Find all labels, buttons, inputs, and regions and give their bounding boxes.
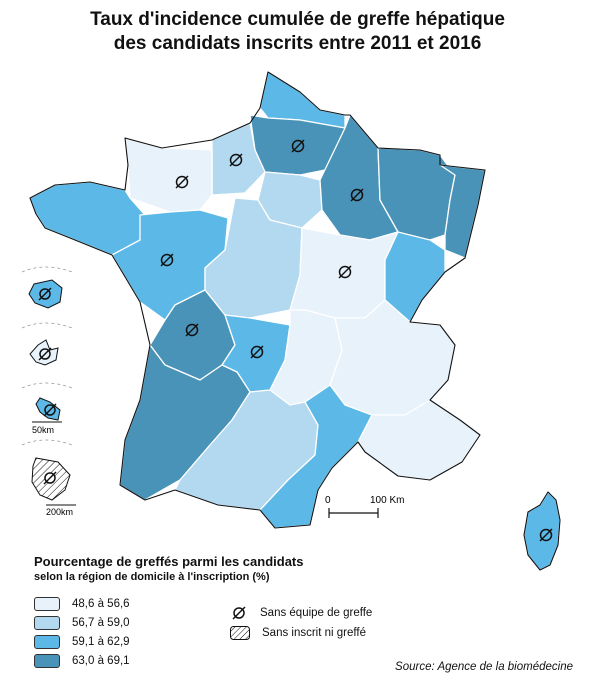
inset-frames	[21, 266, 73, 446]
legend-title: Pourcentage de greffés parmi les candida…	[34, 554, 304, 569]
legend-item-c1: 48,6 à 56,6	[34, 595, 130, 613]
no-team-symbol-corse	[539, 528, 553, 542]
no-team-symbol-pays-de-la-loire	[160, 253, 174, 267]
inset-guadeloupe	[29, 339, 59, 366]
region-basse-normandie	[124, 137, 213, 213]
no-team-symbol-haute-normandie	[229, 153, 243, 167]
legend-no-team-label: Sans équipe de greffe	[260, 607, 373, 619]
legend-item-c3: 59,1 à 62,9	[34, 633, 130, 651]
legend-label-c4: 63,0 à 69,1	[72, 655, 130, 667]
no-team-symbol-bourgogne	[338, 265, 352, 279]
map-title: Taux d'incidence cumulée de greffe hépat…	[0, 8, 595, 56]
region-bretagne	[29, 181, 146, 256]
legend-swatch-c1	[34, 597, 60, 611]
no-team-symbol-guyane	[43, 471, 57, 485]
inset-scale-large-label: 200km	[46, 507, 73, 517]
legend-label-c2: 56,7 à 59,0	[72, 617, 130, 629]
no-team-symbol-picardie	[291, 139, 305, 153]
legend-swatch-c4	[34, 654, 60, 668]
scale-bar: 0 100 Km	[325, 495, 404, 518]
legend-item-c2: 56,7 à 59,0	[34, 614, 130, 632]
corse-outline	[523, 491, 561, 571]
scale-zero-label: 0	[325, 495, 331, 506]
inset-martinique	[35, 397, 61, 421]
no-team-symbol-reunion	[38, 287, 52, 301]
legend-swatch-c2	[34, 616, 60, 630]
legend-no-candidate-label: Sans inscrit ni greffé	[262, 627, 366, 639]
legend-label-c3: 59,1 à 62,9	[72, 636, 130, 648]
no-team-legend-icon	[232, 606, 246, 620]
no-team-symbol-poitou-charentes	[185, 323, 199, 337]
legend-symbol-no-candidate: Sans inscrit ni greffé	[230, 624, 366, 642]
inset-scale-small-label: 50km	[32, 425, 54, 435]
hatched-legend-icon	[230, 626, 250, 640]
no-team-symbol-limousin	[250, 345, 264, 359]
legend-subtitle: selon la région de domicile à l'inscript…	[34, 571, 270, 583]
no-team-symbol-guadeloupe	[38, 347, 52, 361]
legend-symbol-no-team: Sans équipe de greffe	[230, 604, 372, 622]
map-title-line-2: des candidats inscrits entre 2011 et 201…	[113, 33, 482, 54]
legend-label-c1: 48,6 à 56,6	[72, 598, 130, 610]
france-outline	[29, 71, 486, 529]
no-team-symbol-basse-normandie	[175, 175, 189, 189]
region-centre	[204, 197, 303, 319]
scale-distance-label: 100 Km	[370, 495, 404, 506]
no-team-symbol-champagne-ardenne	[350, 188, 364, 202]
legend-item-c4: 63,0 à 69,1	[34, 652, 130, 670]
map-title-line-1: Taux d'incidence cumulée de greffe hépat…	[90, 9, 505, 30]
no-team-symbol-martinique	[43, 403, 57, 417]
source-note: Source: Agence de la biomédecine	[395, 661, 573, 673]
legend-swatch-c3	[34, 635, 60, 649]
